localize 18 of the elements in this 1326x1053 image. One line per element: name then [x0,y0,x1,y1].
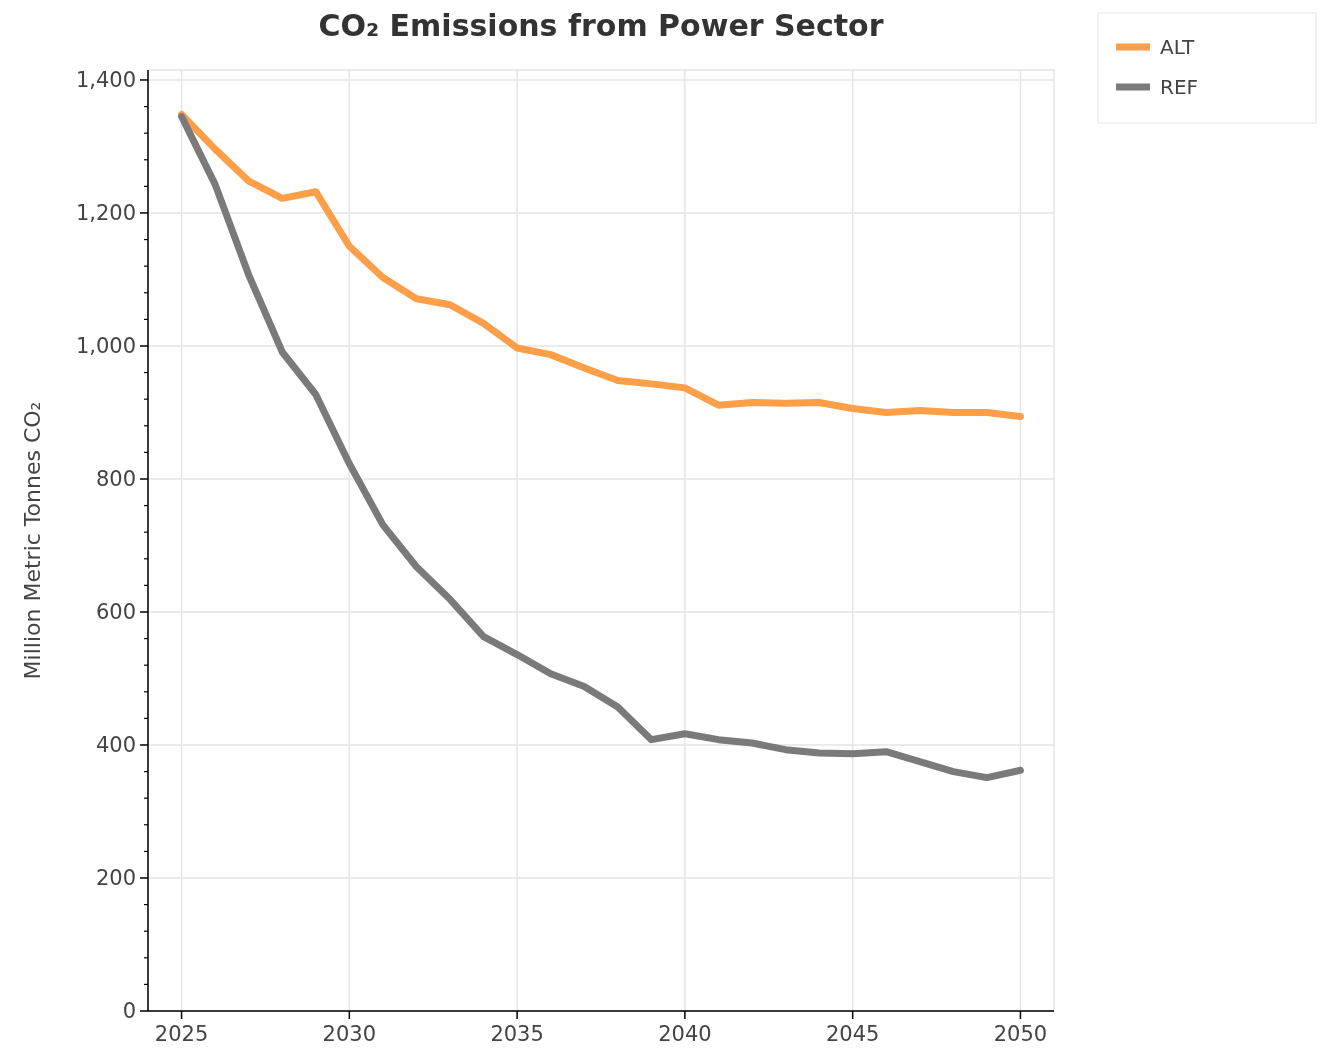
y-tick-label: 1,000 [75,334,136,359]
x-tick-label: 2035 [490,1022,544,1046]
legend-label: ALT [1160,35,1196,59]
y-tick-label: 200 [95,866,136,891]
y-axis-title: Million Metric Tonnes CO₂ [20,401,45,680]
y-tick-label: 400 [95,733,136,758]
x-tick-label: 2025 [154,1022,209,1046]
x-tick-label: 2050 [993,1022,1048,1046]
y-tick-label: 0 [122,999,136,1024]
y-tick-label: 600 [95,600,136,625]
x-tick-label: 2045 [825,1022,880,1046]
y-tick-label: 800 [95,467,136,492]
x-tick-label: 2040 [658,1022,712,1046]
y-tick-label: 1,400 [75,68,136,93]
chart-title: CO₂ Emissions from Power Sector [318,8,884,43]
y-tick-label: 1,200 [75,201,136,226]
x-tick-label: 2030 [322,1022,377,1046]
legend-label: REF [1160,75,1199,99]
